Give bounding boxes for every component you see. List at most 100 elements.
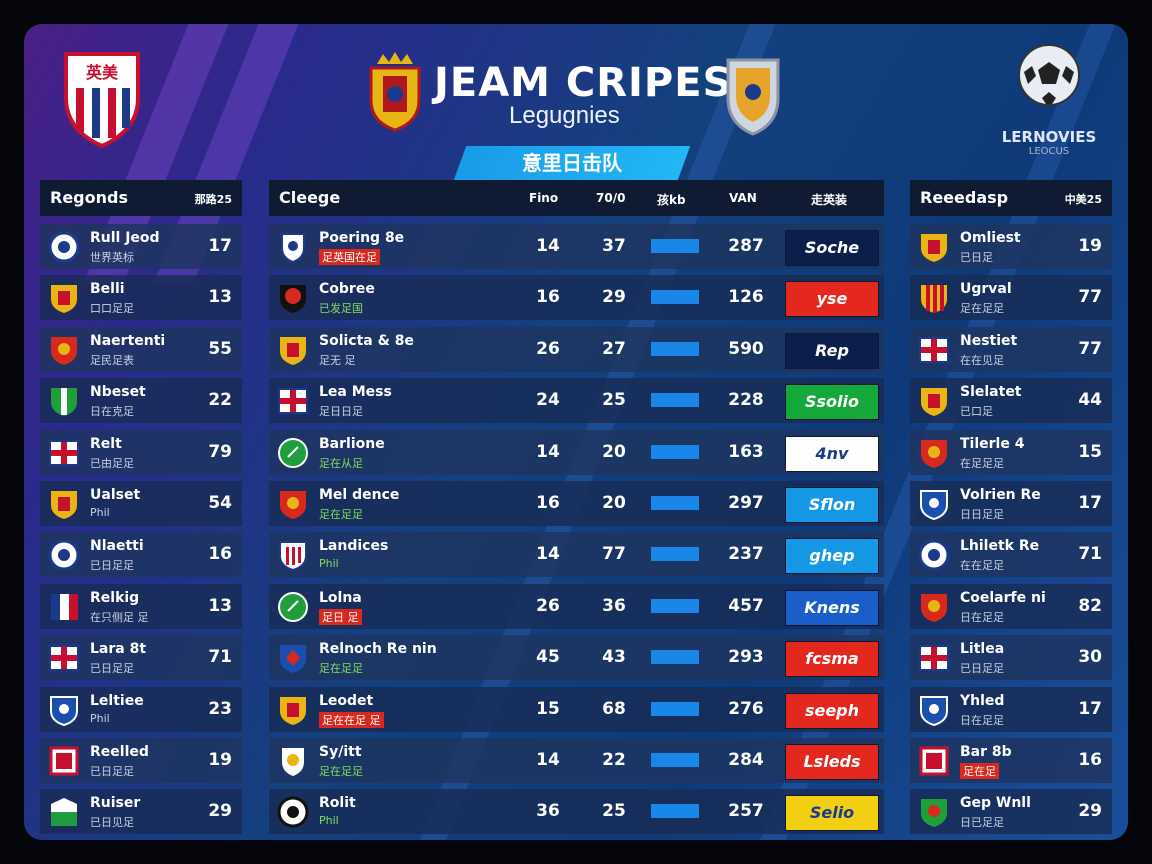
team-row[interactable]: Omliest 已日足 19 [910, 224, 1112, 269]
stat-played: 45 [536, 647, 560, 668]
team-row[interactable]: Nestiet 在在见足 77 [910, 326, 1112, 372]
panel-header-label: 那路25 [194, 193, 232, 206]
sponsor-badge: Soche [785, 230, 879, 266]
team-subtitle: 日已足足 [960, 816, 1004, 830]
team-row[interactable]: Rolit Phil 36 25 257 Selio [269, 789, 884, 835]
stat-played: 14 [536, 441, 560, 462]
team-subtitle: 足在足足 [960, 302, 1004, 316]
stat-bar [651, 290, 699, 305]
shield-emblem-icon [277, 231, 309, 264]
panel-title: Cleege [279, 188, 341, 207]
team-row[interactable]: Naertenti 足民足表 55 [40, 326, 242, 372]
ball-shield-icon [918, 539, 950, 571]
stat-score: 68 [602, 698, 626, 719]
team-row[interactable]: Landices Phil 14 77 237 ghep [269, 532, 884, 578]
silver-shield-icon [726, 58, 780, 136]
stat-score: 20 [602, 441, 626, 462]
team-row[interactable]: Solicta & 8e 足无 足 26 27 590 Rep [269, 326, 884, 372]
team-points: 16 [1078, 750, 1102, 770]
team-row[interactable]: Volrien Re 日日足足 17 [910, 481, 1112, 526]
team-row[interactable]: Lea Mess 足日日足 24 25 228 Ssolio [269, 378, 884, 424]
flag-crest-icon [48, 591, 80, 623]
team-row[interactable]: Litlea 已日足足 30 [910, 635, 1112, 681]
team-row[interactable]: Ruiser 已日见足 29 [40, 789, 242, 835]
team-points: 82 [1078, 595, 1102, 616]
team-name: Nlaetti [90, 538, 144, 555]
team-subtitle: 在足足足 [960, 456, 1004, 470]
stat-value: 457 [728, 595, 764, 616]
sponsor-badge: Ssolio [785, 384, 879, 421]
stat-played: 24 [536, 390, 560, 411]
team-subtitle: 足在足足 [319, 508, 363, 521]
team-row[interactable]: Sy/itt 足在足足 14 22 284 Lsleds [269, 738, 884, 783]
stat-played: 36 [536, 801, 560, 822]
team-row[interactable]: Mel dence 足在足足 16 20 297 Sflon [269, 481, 884, 526]
sponsor-badge: Sflon [785, 487, 879, 523]
team-name: Nbeset [90, 384, 146, 401]
team-subtitle: 已口足 [960, 405, 993, 419]
team-row[interactable]: Barlione 足在从足 14 20 163 4nv [269, 429, 884, 475]
team-subtitle: 足在足 [960, 763, 999, 779]
team-name: Reelled [90, 744, 149, 760]
team-row[interactable]: Reelled 已日足足 19 [40, 738, 242, 783]
team-row[interactable]: Bar 8b 足在足 16 [910, 738, 1112, 783]
team-points: 55 [208, 338, 232, 359]
team-row[interactable]: Yhled 日在足足 17 [910, 686, 1112, 732]
team-row[interactable]: Tilerle 4 在足足足 15 [910, 429, 1112, 475]
sponsor-badge: 4nv [785, 435, 879, 472]
union-crest-icon [48, 437, 80, 469]
stat-value: 297 [728, 493, 764, 513]
team-points: 19 [208, 750, 232, 770]
sponsor-badge: ghep [785, 538, 879, 575]
red-white-crest-icon [48, 745, 80, 777]
stat-bar [651, 341, 699, 356]
team-name: Sy/itt [319, 744, 362, 760]
team-row[interactable]: Ugrval 足在足足 77 [910, 275, 1112, 321]
team-row[interactable]: Lhiletk Re 在在足足 71 [910, 532, 1112, 578]
team-row[interactable]: Leltiee Phil 23 [40, 686, 242, 732]
sponsor-badge: fcsma [785, 641, 879, 678]
team-name: Ualset [90, 487, 141, 503]
team-name: Rolit [319, 795, 356, 812]
team-name: Slelatet [960, 384, 1022, 401]
team-row[interactable]: Lolna 足日 足 26 36 457 Knens [269, 583, 884, 629]
team-row[interactable]: Relkig 在只侧足 足 13 [40, 583, 242, 629]
union-crest-icon [918, 642, 950, 674]
team-row[interactable]: Gep Wnll 日已足足 29 [910, 789, 1112, 835]
team-points: 15 [1078, 441, 1102, 462]
team-row[interactable]: Cobree 已发足国 16 29 126 yse [269, 275, 884, 321]
team-row[interactable]: Belli 口口足足 13 [40, 275, 242, 321]
sponsor-badge: yse [785, 281, 879, 318]
team-row[interactable]: Poering 8e 足英国在足 14 37 287 Soche [269, 224, 884, 269]
team-points: 44 [1078, 390, 1102, 411]
team-subtitle: 世界英标 [90, 251, 134, 264]
team-row[interactable]: Ualset Phil 54 [40, 481, 242, 526]
stat-score: 37 [602, 236, 626, 256]
stat-value: 257 [728, 801, 764, 822]
panel-header: Cleege Fino 70/0 孩kb VAN 走英装 [269, 180, 884, 216]
yellow-crest-icon [918, 231, 950, 263]
team-row[interactable]: Slelatet 已口足 44 [910, 378, 1112, 424]
red-crest-icon [918, 591, 950, 623]
green-circle-icon [277, 437, 309, 469]
stat-value: 276 [728, 698, 764, 719]
team-row[interactable]: Rull Jeod 世界英标 17 [40, 224, 242, 269]
team-row[interactable]: Relnoch Re nin 足在足足 45 43 293 fcsma [269, 635, 884, 681]
team-row[interactable]: Relt 已由足足 79 [40, 429, 242, 475]
team-name: Landices [319, 538, 389, 555]
team-row[interactable]: Lara 8t 已日足足 71 [40, 635, 242, 681]
team-name: Belli [90, 281, 125, 298]
stat-score: 25 [602, 801, 626, 822]
team-subtitle: 在在见足 [960, 353, 1004, 367]
team-row[interactable]: Nbeset 日在克足 22 [40, 378, 242, 424]
team-row[interactable]: Coelarfe ni 日在足足 82 [910, 583, 1112, 629]
team-row[interactable]: Leodet 足在在足 足 15 68 276 seeph [269, 686, 884, 732]
league-logo-text: LERNOVIES [1001, 128, 1097, 146]
team-points: 23 [208, 698, 232, 719]
team-row[interactable]: Nlaetti 已日足足 16 [40, 532, 242, 578]
svg-text:英美: 英美 [85, 63, 119, 82]
team-name: Leodet [319, 692, 374, 709]
team-subtitle: 足在足足 [319, 662, 363, 676]
team-subtitle: 已日足足 [90, 559, 134, 573]
team-name: Ugrval [960, 281, 1012, 298]
